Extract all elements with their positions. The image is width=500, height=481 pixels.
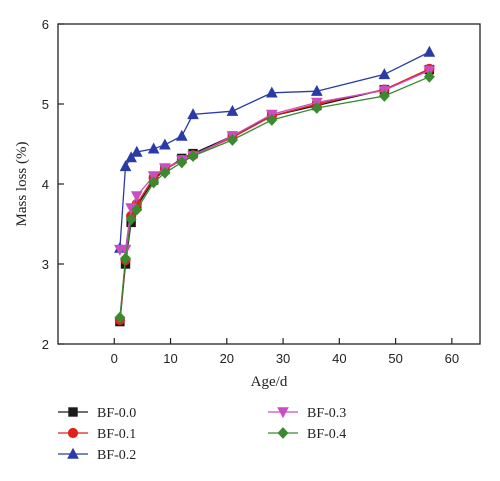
data-point bbox=[147, 142, 160, 154]
legend-item: BF-0.0 bbox=[58, 406, 136, 421]
series-group bbox=[114, 45, 436, 327]
data-point bbox=[114, 311, 126, 324]
data-point bbox=[187, 108, 199, 120]
data-point bbox=[265, 86, 278, 98]
legend-label: BF-0.2 bbox=[97, 448, 136, 463]
series-line bbox=[119, 69, 430, 322]
legend: BF-0.0 BF-0.1 BF-0.2 BF-0.3 BF-0.4 bbox=[58, 406, 346, 463]
data-point bbox=[378, 68, 391, 80]
y-axis-title: Mass loss (%) bbox=[14, 141, 30, 226]
legend-item: BF-0.2 bbox=[58, 447, 136, 463]
data-point bbox=[187, 150, 199, 162]
x-tick-label: 30 bbox=[276, 351, 290, 366]
series-BF-0.1 bbox=[114, 63, 435, 326]
legend-item: BF-0.1 bbox=[58, 427, 136, 442]
series-BF-0.2 bbox=[114, 45, 436, 253]
x-tick-label: 50 bbox=[388, 351, 402, 366]
data-point bbox=[159, 138, 171, 150]
series-line bbox=[119, 68, 430, 321]
y-tick-label: 6 bbox=[42, 17, 49, 32]
x-axis-title: Age/d bbox=[251, 374, 288, 390]
series-line bbox=[119, 51, 430, 249]
data-point bbox=[130, 145, 143, 157]
legend-item: BF-0.4 bbox=[268, 427, 346, 442]
legend-label: BF-0.1 bbox=[97, 427, 136, 442]
data-point bbox=[423, 45, 436, 57]
data-point bbox=[226, 104, 239, 116]
data-point bbox=[311, 102, 323, 114]
series-BF-0.0 bbox=[115, 64, 435, 327]
x-tick-label: 10 bbox=[163, 351, 177, 366]
data-point bbox=[125, 213, 137, 226]
y-tick-label: 5 bbox=[42, 97, 49, 112]
legend-label: BF-0.4 bbox=[307, 427, 346, 442]
legend-marker bbox=[67, 427, 79, 439]
data-point bbox=[131, 203, 143, 216]
legend-label: BF-0.3 bbox=[307, 406, 346, 421]
data-point bbox=[176, 156, 188, 169]
legend-marker bbox=[68, 407, 78, 417]
legend-label: BF-0.0 bbox=[97, 406, 136, 421]
data-point bbox=[266, 114, 278, 126]
data-point bbox=[378, 90, 390, 102]
legend-item: BF-0.3 bbox=[268, 406, 346, 421]
series-BF-0.4 bbox=[114, 70, 435, 324]
y-tick-label: 2 bbox=[42, 337, 49, 352]
legend-marker bbox=[67, 447, 79, 459]
data-point bbox=[175, 129, 188, 141]
x-tick-label: 40 bbox=[332, 351, 346, 366]
x-tick-label: 60 bbox=[445, 351, 459, 366]
x-tick-label: 20 bbox=[220, 351, 234, 366]
y-tick-label: 4 bbox=[42, 177, 49, 192]
data-point bbox=[226, 134, 238, 146]
data-point bbox=[310, 84, 323, 96]
data-point bbox=[423, 70, 435, 83]
data-point bbox=[120, 252, 132, 265]
data-point bbox=[148, 176, 160, 189]
data-point bbox=[119, 160, 132, 172]
legend-marker bbox=[277, 427, 289, 439]
legend-marker bbox=[277, 407, 289, 419]
axis-ticks: 0 10 20 30 40 50 60 2 3 4 5 6 bbox=[42, 17, 459, 366]
data-point bbox=[130, 191, 143, 203]
y-tick-label: 3 bbox=[42, 257, 49, 272]
data-point bbox=[159, 166, 171, 179]
x-tick-label: 0 bbox=[111, 351, 118, 366]
data-point bbox=[125, 151, 137, 163]
data-point bbox=[119, 244, 132, 256]
